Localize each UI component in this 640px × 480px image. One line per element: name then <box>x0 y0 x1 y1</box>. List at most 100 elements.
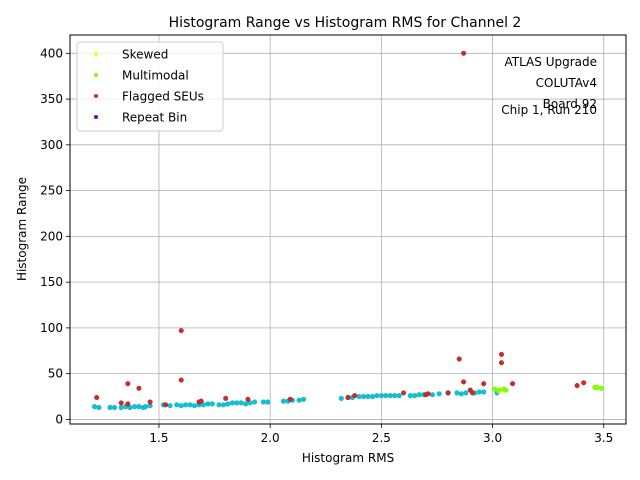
data-point <box>496 387 502 393</box>
y-tick-label: 350 <box>40 92 63 106</box>
x-tick-label: 2.5 <box>372 431 391 445</box>
series-multimodal <box>492 384 605 393</box>
data-point <box>234 400 240 406</box>
x-tick-label: 2.0 <box>261 431 280 445</box>
data-point <box>345 395 351 401</box>
data-point <box>287 396 293 402</box>
x-tick-label: 1.5 <box>149 431 168 445</box>
data-point <box>461 379 467 385</box>
data-point <box>147 399 153 405</box>
legend-marker <box>94 115 98 119</box>
series-flagged-seus <box>94 50 587 408</box>
data-point <box>209 401 215 407</box>
data-point <box>107 404 113 411</box>
data-point <box>174 402 180 408</box>
data-point <box>187 402 193 408</box>
data-point <box>510 381 516 387</box>
data-point <box>131 404 138 410</box>
data-point <box>260 399 267 405</box>
x-tick-label: 3.0 <box>483 431 502 445</box>
data-point <box>503 387 509 393</box>
data-point <box>458 391 464 397</box>
y-tick-label: 0 <box>55 412 63 426</box>
data-point <box>191 403 198 409</box>
annotation-line-4: Chip 1, Run 210 <box>501 103 597 117</box>
data-point <box>429 392 436 398</box>
y-tick-label: 50 <box>48 367 63 381</box>
data-point <box>598 385 605 391</box>
data-point <box>167 403 173 409</box>
data-point <box>392 393 398 399</box>
data-point <box>365 393 371 400</box>
plot-frame <box>69 34 627 425</box>
data-point <box>223 395 229 401</box>
data-point <box>200 402 206 408</box>
legend-label: Skewed <box>122 48 168 62</box>
data-point <box>361 393 367 400</box>
data-point <box>243 401 249 407</box>
y-tick-label: 400 <box>40 46 63 60</box>
data-point <box>265 399 271 405</box>
data-point <box>401 390 407 396</box>
y-axis-label: Histogram Range <box>15 177 29 281</box>
data-point <box>245 396 251 402</box>
data-point <box>338 395 344 401</box>
legend: Skewed Multimodal Flagged SEUs Repeat Bin <box>76 41 224 132</box>
data-point <box>425 391 431 397</box>
x-axis-label: Histogram RMS <box>302 451 394 465</box>
legend-label: Flagged SEUs <box>122 90 204 104</box>
data-point <box>225 401 231 407</box>
legend-box <box>76 41 224 132</box>
data-point <box>352 393 358 399</box>
legend-marker <box>94 73 98 77</box>
data-point <box>454 390 460 396</box>
data-point <box>205 401 211 407</box>
data-point <box>147 403 153 409</box>
data-point <box>118 404 124 411</box>
data-point <box>238 400 244 406</box>
data-point <box>574 383 580 389</box>
data-point <box>163 402 169 408</box>
data-point <box>594 384 600 390</box>
data-point <box>461 50 467 56</box>
data-point <box>470 390 476 396</box>
data-point <box>198 398 204 404</box>
data-points <box>91 50 605 411</box>
y-tick-label: 150 <box>40 275 63 289</box>
data-point <box>445 390 451 396</box>
y-tick-label: 300 <box>40 138 63 152</box>
data-point <box>383 393 389 399</box>
data-point <box>481 389 487 395</box>
data-point <box>118 400 124 406</box>
x-axis-ticks: 1.5 2.0 2.5 3.0 3.5 <box>149 424 613 445</box>
data-point <box>136 385 142 391</box>
data-point <box>492 386 498 392</box>
data-point <box>481 381 487 387</box>
data-point <box>94 395 100 401</box>
annotation: ATLAS Upgrade COLUTAv4 Board 92 Chip 1, … <box>501 55 597 117</box>
data-point <box>499 360 505 366</box>
data-point <box>125 381 131 387</box>
data-point <box>280 398 287 404</box>
legend-label: Multimodal <box>122 69 189 83</box>
data-point <box>581 380 587 386</box>
y-tick-label: 250 <box>40 184 63 198</box>
data-point <box>229 400 235 406</box>
data-point <box>125 401 131 407</box>
data-point <box>387 393 393 399</box>
data-point <box>220 402 227 408</box>
data-point <box>463 390 469 396</box>
data-point <box>252 399 258 405</box>
data-point <box>456 356 462 362</box>
chart-title: Histogram Range vs Histogram RMS for Cha… <box>169 15 522 31</box>
data-point <box>412 393 418 399</box>
data-point <box>216 402 222 408</box>
data-point <box>178 403 184 409</box>
annotation-line-1: ATLAS Upgrade <box>504 55 597 69</box>
data-point <box>378 393 384 399</box>
data-point <box>178 377 184 383</box>
data-point <box>96 404 102 411</box>
legend-label: Repeat Bin <box>122 111 187 125</box>
data-point <box>369 393 376 400</box>
legend-marker <box>94 52 98 56</box>
